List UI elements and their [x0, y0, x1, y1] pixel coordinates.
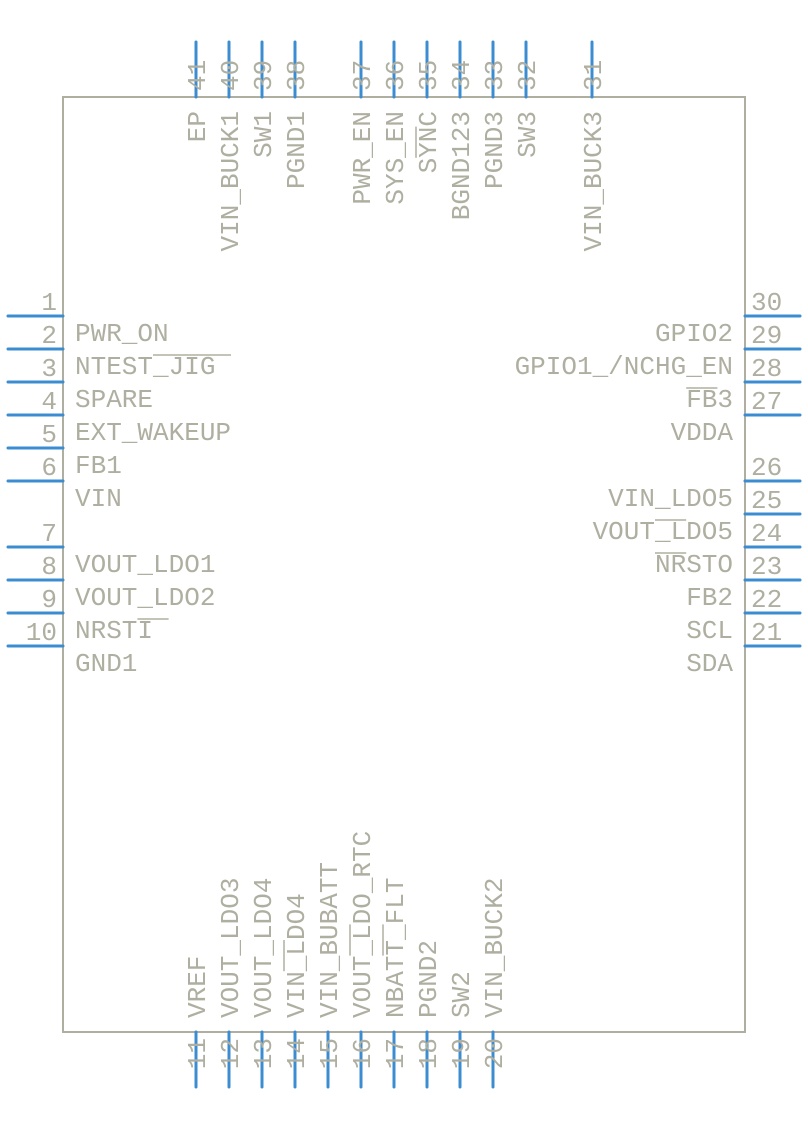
pin-number: 27	[751, 387, 782, 417]
pin-number: 19	[447, 1038, 477, 1069]
pin-number: 11	[183, 1038, 213, 1069]
pin-label: GND1	[75, 649, 137, 679]
pin-number: 36	[381, 60, 411, 91]
pin-number: 39	[249, 60, 279, 91]
pin-number: 35	[414, 60, 444, 91]
pin-label: PGND2	[414, 940, 444, 1018]
pin-label: GPIO2	[655, 319, 733, 349]
pin-label: PWR_ON	[75, 319, 169, 349]
pin-number: 6	[41, 453, 57, 483]
pin-number: 22	[751, 585, 782, 615]
pin-label: VIN_BUCK1	[216, 111, 246, 251]
pin-label: VIN_LDO4	[282, 893, 312, 1018]
pin-label: EP	[183, 111, 213, 142]
pin-label: VOUT_LDO4	[249, 878, 279, 1018]
pin-number: 7	[41, 519, 57, 549]
pin-number: 1	[41, 288, 57, 318]
pin-label: VIN_BUBATT	[315, 862, 345, 1018]
pin-label: PGND3	[480, 111, 510, 189]
pin-number: 33	[480, 60, 510, 91]
pin-label: SDA	[686, 649, 733, 679]
pin-label: VIN_BUCK3	[579, 111, 609, 251]
pin-number: 20	[480, 1038, 510, 1069]
pin-label: NRSTI	[75, 616, 153, 646]
pin-label: VOUT_LDO_RTC	[348, 831, 378, 1018]
pin-label: SW1	[249, 111, 279, 158]
pin-number: 32	[513, 60, 543, 91]
pin-label: VIN	[75, 484, 122, 514]
pin-number: 37	[348, 60, 378, 91]
pin-label: FB2	[686, 583, 733, 613]
pin-number: 9	[41, 585, 57, 615]
pin-number: 31	[579, 60, 609, 91]
pin-number: 38	[282, 60, 312, 91]
pin-number: 15	[315, 1038, 345, 1069]
pin-label: NTEST_JIG	[75, 352, 215, 382]
pin-label: EXT_WAKEUP	[75, 418, 231, 448]
pin-label: SYNC	[414, 111, 444, 173]
pin-number: 30	[751, 288, 782, 318]
pin-number: 41	[183, 60, 213, 91]
pin-label: BGND123	[447, 111, 477, 220]
pin-label: VOUT_LDO2	[75, 583, 215, 613]
pin-number: 13	[249, 1038, 279, 1069]
pin-number: 8	[41, 552, 57, 582]
pin-number: 26	[751, 453, 782, 483]
pin-label: GPIO1_/NCHG_EN	[515, 352, 733, 382]
pin-number: 17	[381, 1038, 411, 1069]
pin-number: 21	[751, 618, 782, 648]
pin-label: VDDA	[671, 418, 734, 448]
pin-label: PGND1	[282, 111, 312, 189]
pin-label: NRSTO	[655, 550, 733, 580]
pin-number: 29	[751, 321, 782, 351]
pin-label: FB1	[75, 451, 122, 481]
pin-label: SYS_EN	[381, 111, 411, 205]
pin-label: SW2	[447, 971, 477, 1018]
pin-label: VOUT_LDO5	[593, 517, 733, 547]
pin-label: NBATT_FLT	[381, 878, 411, 1018]
pin-number: 23	[751, 552, 782, 582]
pin-number: 2	[41, 321, 57, 351]
pin-number: 25	[751, 486, 782, 516]
pin-label: SCL	[686, 616, 733, 646]
pin-number: 24	[751, 519, 782, 549]
pin-number: 4	[41, 387, 57, 417]
pin-number: 12	[216, 1038, 246, 1069]
pin-label: SW3	[513, 111, 543, 158]
pin-number: 28	[751, 354, 782, 384]
pin-number: 3	[41, 354, 57, 384]
pin-number: 14	[282, 1038, 312, 1069]
pin-number: 16	[348, 1038, 378, 1069]
pin-label: SPARE	[75, 385, 153, 415]
pin-number: 34	[447, 60, 477, 91]
pin-number: 10	[26, 618, 57, 648]
pin-label: PWR_EN	[348, 111, 378, 205]
pin-label: VOUT_LDO1	[75, 550, 215, 580]
pin-number: 40	[216, 60, 246, 91]
pin-label: FB3	[686, 385, 733, 415]
pin-label: VOUT_LDO3	[216, 878, 246, 1018]
pin-label: VIN_LDO5	[608, 484, 733, 514]
pin-label: VREF	[183, 956, 213, 1018]
pin-number: 5	[41, 420, 57, 450]
pin-label: VIN_BUCK2	[480, 878, 510, 1018]
chip-pinout-diagram: 1PWR_ON2NTEST_JIG3SPARE4EXT_WAKEUP5FB16V…	[0, 0, 808, 1128]
pin-number: 18	[414, 1038, 444, 1069]
